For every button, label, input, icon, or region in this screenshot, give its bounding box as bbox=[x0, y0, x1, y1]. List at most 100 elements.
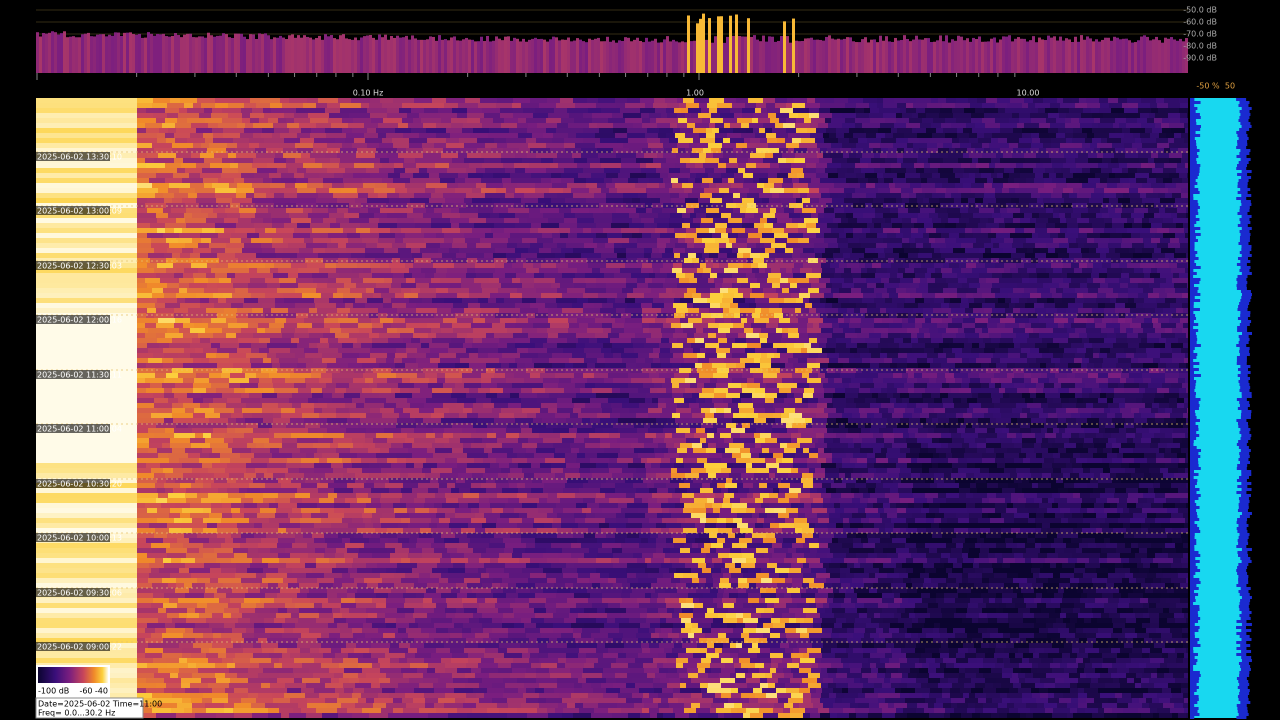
waterfall-cell bbox=[788, 278, 797, 283]
waterfall-cell bbox=[163, 288, 179, 293]
waterfall-cell bbox=[746, 333, 759, 338]
waterfall-cell bbox=[559, 228, 570, 233]
waterfall-cell bbox=[444, 238, 453, 243]
waterfall-cell bbox=[693, 128, 706, 133]
waterfall-cell bbox=[698, 113, 711, 118]
waterfall-cell bbox=[197, 98, 215, 103]
waterfall-cell bbox=[174, 228, 182, 233]
waterfall-cell bbox=[862, 298, 874, 303]
waterfall-cell bbox=[1160, 213, 1171, 218]
waterfall-cell bbox=[1060, 143, 1074, 148]
waterfall-cell bbox=[439, 173, 458, 178]
waterfall-cell bbox=[726, 243, 732, 248]
waterfall-cell bbox=[927, 353, 938, 358]
waterfall-cell bbox=[888, 348, 899, 353]
waterfall-cell bbox=[766, 103, 775, 108]
waterfall-cell bbox=[695, 123, 709, 128]
waterfall-cell bbox=[1138, 333, 1147, 338]
waterfall-cell bbox=[137, 353, 153, 358]
waterfall-cell bbox=[584, 243, 597, 248]
waterfall-cell bbox=[1134, 298, 1144, 303]
waterfall-cell bbox=[667, 368, 679, 373]
waterfall-cell bbox=[1124, 133, 1133, 138]
waterfall-cell bbox=[851, 338, 865, 343]
waterfall-cell bbox=[994, 208, 1000, 213]
waterfall-cell bbox=[423, 153, 441, 158]
waterfall-cell bbox=[656, 368, 667, 373]
waterfall-cell bbox=[291, 338, 299, 343]
waterfall-cell bbox=[1160, 198, 1175, 203]
waterfall-cell bbox=[647, 138, 660, 143]
waterfall-cell bbox=[1035, 243, 1046, 248]
waterfall-cell bbox=[412, 253, 422, 258]
waterfall-cell bbox=[906, 103, 913, 108]
waterfall-cell bbox=[884, 248, 893, 253]
waterfall-cell bbox=[706, 133, 715, 138]
waterfall-cell bbox=[283, 108, 296, 113]
waterfall-cell bbox=[1098, 123, 1113, 128]
waterfall-cell bbox=[304, 318, 324, 323]
waterfall-cell bbox=[956, 98, 968, 103]
waterfall-cell bbox=[260, 98, 280, 103]
waterfall-cell bbox=[862, 123, 872, 128]
waterfall-cell bbox=[1074, 143, 1082, 148]
waterfall-cell bbox=[1090, 168, 1101, 173]
waterfall-cell bbox=[713, 258, 719, 263]
waterfall-cell bbox=[1040, 248, 1048, 253]
waterfall-cell bbox=[766, 348, 777, 353]
waterfall-cell bbox=[1035, 253, 1046, 258]
waterfall-cell bbox=[557, 343, 576, 348]
waterfall-cell bbox=[529, 163, 550, 168]
waterfall-cell bbox=[308, 178, 323, 183]
waterfall-cell bbox=[1082, 128, 1092, 133]
waterfall-cell bbox=[337, 198, 355, 203]
waterfall-cell bbox=[692, 148, 703, 153]
waterfall-cell bbox=[357, 338, 372, 343]
waterfall-cell bbox=[1168, 113, 1180, 118]
waterfall-cell bbox=[447, 183, 458, 188]
waterfall-cell bbox=[697, 233, 712, 238]
waterfall-cell bbox=[852, 223, 867, 228]
waterfall-cell bbox=[298, 268, 319, 273]
waterfall-cell bbox=[202, 318, 211, 323]
waterfall-cell bbox=[1060, 103, 1075, 108]
waterfall-cell bbox=[774, 378, 782, 383]
waterfall-cell bbox=[1127, 333, 1138, 338]
waterfall-cell bbox=[671, 198, 685, 203]
waterfall-row bbox=[36, 233, 137, 238]
waterfall-cell bbox=[1132, 243, 1144, 248]
waterfall-cell bbox=[190, 353, 206, 358]
waterfall-cell bbox=[714, 278, 723, 283]
waterfall-cell bbox=[673, 353, 683, 358]
waterfall-cell bbox=[793, 248, 803, 253]
waterfall-cell bbox=[690, 153, 699, 158]
waterfall-cell bbox=[362, 238, 378, 243]
waterfall-cell bbox=[1180, 113, 1187, 118]
waterfall-cell bbox=[1011, 198, 1019, 203]
waterfall-cell bbox=[890, 208, 898, 213]
waterfall-cell bbox=[550, 148, 565, 153]
waterfall-cell bbox=[493, 273, 505, 278]
waterfall-cell bbox=[456, 353, 469, 358]
waterfall-cell bbox=[764, 223, 773, 228]
waterfall-cell bbox=[1181, 133, 1188, 138]
waterfall-cell bbox=[371, 118, 383, 123]
waterfall-cell bbox=[822, 268, 835, 273]
waterfall-cell bbox=[1029, 278, 1037, 283]
waterfall-cell bbox=[897, 173, 905, 178]
waterfall-cell bbox=[280, 133, 297, 138]
waterfall-cell bbox=[344, 183, 363, 188]
waterfall-cell bbox=[687, 333, 694, 338]
waterfall-cell bbox=[355, 198, 367, 203]
waterfall-cell bbox=[738, 288, 752, 293]
waterfall-cell bbox=[1079, 188, 1094, 193]
waterfall-cell bbox=[493, 173, 510, 178]
waterfall-cell bbox=[405, 233, 424, 238]
waterfall-cell bbox=[167, 248, 182, 253]
waterfall-cell bbox=[1009, 188, 1015, 193]
waterfall-cell bbox=[683, 353, 697, 358]
waterfall-cell bbox=[619, 333, 635, 338]
waterfall-cell bbox=[168, 213, 184, 218]
waterfall-cell bbox=[203, 348, 217, 353]
waterfall-cell bbox=[709, 123, 715, 128]
